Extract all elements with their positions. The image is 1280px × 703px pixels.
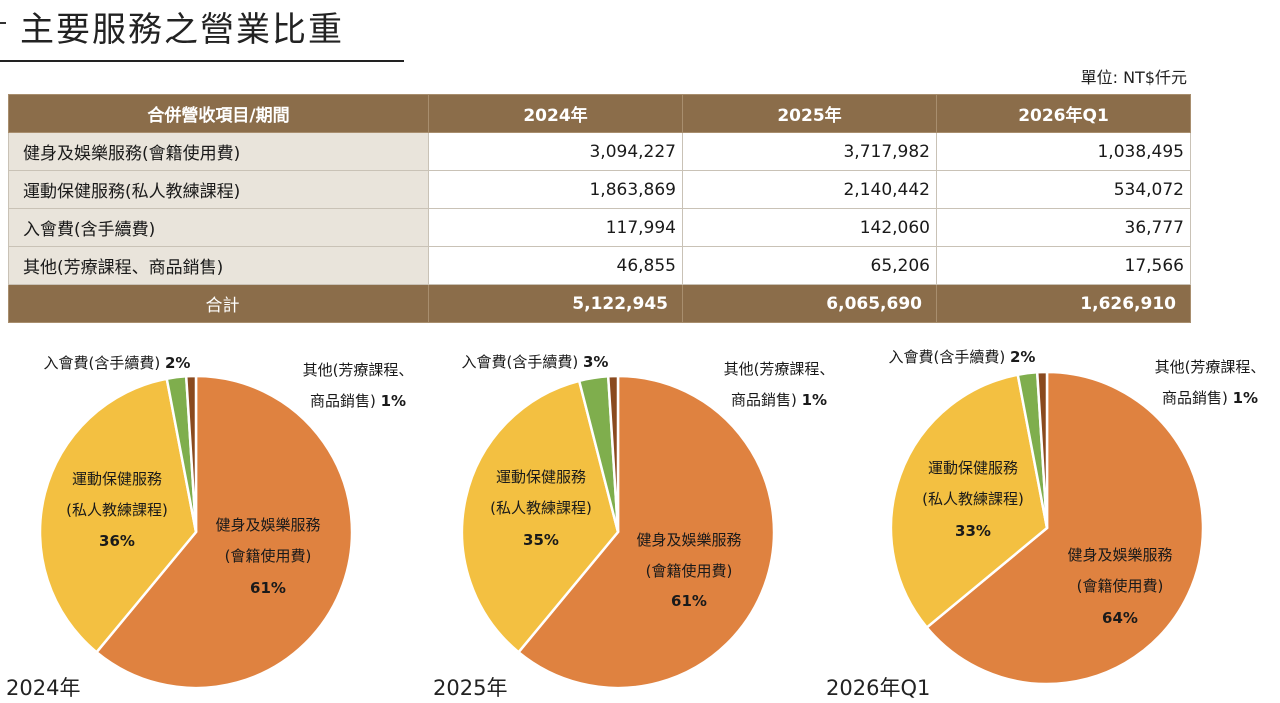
table-total-row: 合計 5,122,945 6,065,690 1,626,910 [8,284,1191,323]
pie-label-1-3-line2: 商品銷售) 1% [731,391,827,409]
table-row: 健身及娛樂服務(會籍使用費) 3,094,227 3,717,982 1,038… [8,132,1191,171]
row-label: 健身及娛樂服務(會籍使用費) [8,132,429,171]
table-cell: 65,206 [682,246,937,285]
pie-label-2-0-line1: (會籍使用費) [1077,577,1164,595]
column-header: 2025年 [682,94,937,133]
pie-label-2-3: 其他(芳療課程、 [1155,358,1266,376]
pie-label-1-0-line1: (會籍使用費) [646,562,733,580]
pie-label-2-1-line0: 運動保健服務 [928,459,1018,477]
row-label: 運動保健服務(私人教練課程) [8,170,429,209]
pie-pct-2-1: 33% [955,522,991,540]
table-row: 入會費(含手續費) 117,994 142,060 36,777 [8,208,1191,247]
total-cell: 5,122,945 [428,284,683,323]
column-header: 合併營收項目/期間 [8,94,429,133]
pie-slice-0-0 [94,374,354,690]
table-row: 其他(芳療課程、商品銷售) 46,855 65,206 17,566 [8,246,1191,285]
pie-label-0-0-line0: 健身及娛樂服務 [215,516,320,534]
pie-pct-1-1: 35% [523,531,559,549]
pie-slice-2-1 [889,373,1049,630]
table-cell: 3,717,982 [682,132,937,171]
pie-slice-2-3 [1035,370,1049,529]
pie-label-2-1-line1: (私人教練課程) [922,490,1024,508]
column-header: 2024年 [428,94,683,133]
table-cell: 117,994 [428,208,683,247]
table-cell: 3,094,227 [428,132,683,171]
title-underline [0,60,404,62]
table-cell: 1,863,869 [428,170,683,209]
unit-label: 單位: NT$仟元 [1080,68,1187,87]
pie-label-1-0-line0: 健身及娛樂服務 [636,531,741,549]
pie-pct-1-0: 61% [671,592,707,610]
page-title: 主要服務之營業比重 [20,10,344,50]
pie-label-1-1-line0: 運動保健服務 [496,468,586,486]
table-cell: 2,140,442 [682,170,937,209]
revenue-table: 合併營收項目/期間 2024年 2025年 2026年Q1 健身及娛樂服務(會籍… [8,94,1191,323]
pie-pct-2-0: 64% [1102,609,1138,627]
pie-title-2026q1: 2026年Q1 [826,676,931,700]
pie-label-0-0-line1: (會籍使用費) [225,547,312,565]
pie-label-0-3-line2: 商品銷售) 1% [310,392,406,410]
pie-slice-1-1 [460,379,620,654]
pie-slice-2-0 [925,370,1205,686]
pie-label-1-2: 入會費(含手續費) 3% [462,353,609,371]
row-label: 其他(芳療課程、商品銷售) [8,246,429,285]
pie-slice-1-3 [606,374,620,533]
table-row: 運動保健服務(私人教練課程) 1,863,869 2,140,442 534,0… [8,170,1191,209]
table-header-row: 合併營收項目/期間 2024年 2025年 2026年Q1 [8,94,1191,133]
pie-pct-0-0: 61% [250,579,286,597]
pie-label-2-0-line0: 健身及娛樂服務 [1067,546,1172,564]
pie-slice-0-1 [38,377,198,654]
pie-label-0-3: 其他(芳療課程、 [303,361,414,379]
table-cell: 46,855 [428,246,683,285]
pie-label-0-1-line1: (私人教練課程) [66,501,168,519]
row-label: 入會費(含手續費) [8,208,429,247]
table-cell: 142,060 [682,208,937,247]
total-label: 合計 [8,284,429,323]
total-cell: 6,065,690 [682,284,937,323]
table-cell: 1,038,495 [936,132,1191,171]
column-header: 2026年Q1 [936,94,1191,133]
pie-label-0-1-line0: 運動保健服務 [72,470,162,488]
pie-title-2024: 2024年 [6,676,81,700]
pie-pct-0-1: 36% [99,532,135,550]
pie-label-0-2: 入會費(含手續費) 2% [44,354,191,372]
pie-slice-1-0 [516,374,776,690]
pie-label-1-1-line1: (私人教練課程) [490,499,592,517]
pie-label-1-3: 其他(芳療課程、 [724,360,835,378]
title-marker [0,22,6,24]
total-cell: 1,626,910 [936,284,1191,323]
pie-title-2025: 2025年 [433,676,508,700]
table-cell: 36,777 [936,208,1191,247]
pie-label-2-3-line2: 商品銷售) 1% [1162,389,1258,407]
pie-label-2-2: 入會費(含手續費) 2% [889,348,1036,366]
pie-slice-0-3 [184,374,198,533]
